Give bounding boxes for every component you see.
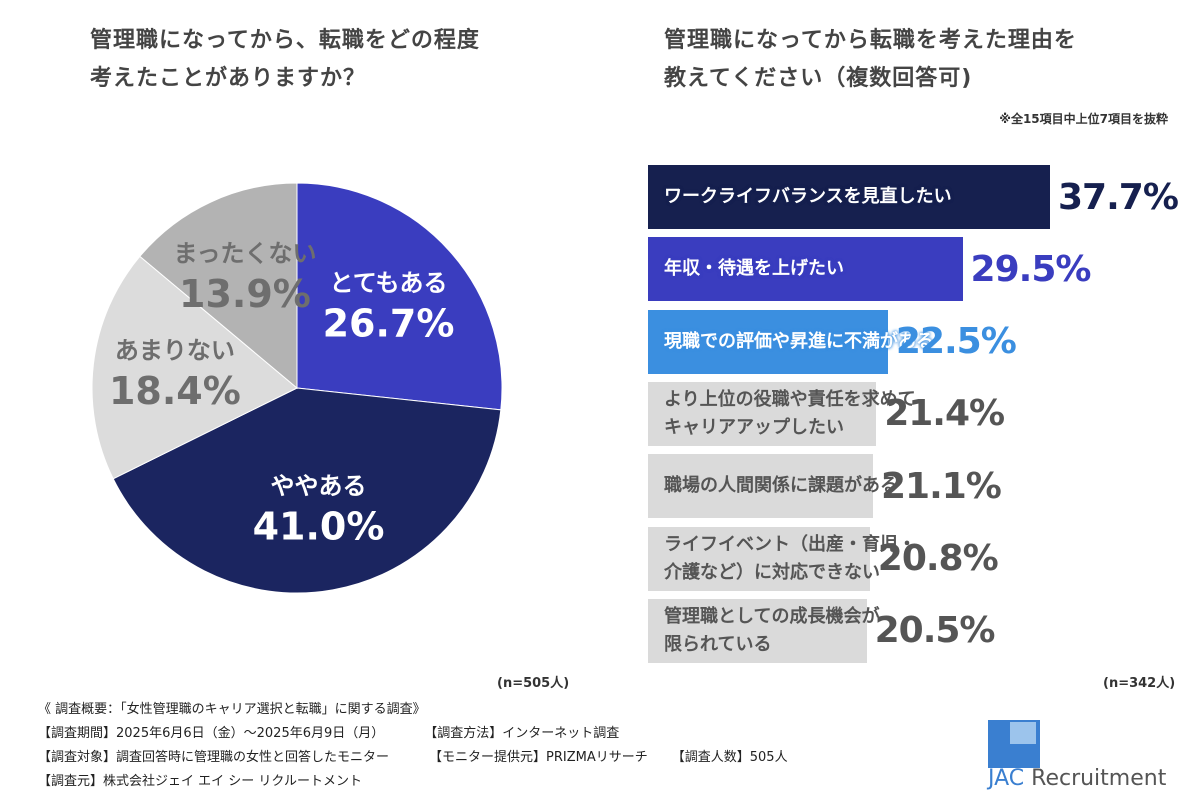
footer-item: 【調査元】株式会社ジェイ エイ シー リクルートメント bbox=[38, 774, 363, 789]
footer-item: 【調査人数】505人 bbox=[671, 750, 788, 765]
slice-label: とてもある bbox=[329, 269, 447, 297]
bar-label: 現職での評価や昇進に不満がある bbox=[664, 330, 934, 352]
slice-value: 18.4% bbox=[109, 369, 241, 413]
slice-label: あまりない bbox=[115, 336, 235, 364]
bar bbox=[648, 381, 877, 446]
bar-title: 管理職になってから転職を考えた理由を 教えてください（複数回答可) bbox=[664, 28, 1077, 91]
bar bbox=[648, 237, 963, 302]
slice-value: 26.7% bbox=[323, 301, 455, 345]
bar-chart: ワークライフバランスを見直したい 37.7% 年収・待遇を上げたい 29.5% 現職での… bbox=[648, 165, 1188, 670]
footer-item: 【モニター提供元】PRIZMAリサーチ bbox=[429, 750, 648, 765]
bar-subtitle: ※全15項目中上位7項目を抜粋 bbox=[999, 112, 1168, 126]
value-label: 37.7% bbox=[1058, 176, 1179, 218]
logo-name: Recruitment bbox=[1031, 766, 1167, 791]
pie-note: (n=505人) bbox=[497, 676, 570, 691]
bar-note: (n=342人) bbox=[1103, 676, 1176, 691]
pie-slice bbox=[91, 255, 298, 480]
bar-label: ライフイベント（出産・育児・ 介護など）に対応できない bbox=[664, 533, 916, 583]
footer-line: 【調査期間】2025年6月6日（金）～2025年6月9日（月） 【調査方法】インタ… bbox=[38, 722, 818, 746]
footer-line: 【調査元】株式会社ジェイ エイ シー リクルートメント bbox=[38, 770, 818, 794]
value-label: 21.4% bbox=[884, 393, 1005, 435]
bar bbox=[648, 309, 888, 374]
bar bbox=[648, 598, 867, 663]
slice-label: ややある bbox=[271, 472, 367, 500]
pie-title: 管理職になってから、転職をどの程度 考えたことがありますか？ bbox=[90, 28, 480, 91]
footer-heading: 《 調査概要：「女性管理職のキャリア選択と転職」に関する調査》 bbox=[38, 702, 426, 717]
bar-label: 管理職としての成長機会が 限られている bbox=[664, 605, 880, 655]
pie-slice bbox=[139, 182, 298, 390]
bar bbox=[648, 165, 1050, 229]
pie-chart: とてもある 26.7% ややある 41.0% あまりない 18.4% まったくない 13.9% bbox=[91, 182, 503, 594]
slice-value: 13.9% bbox=[179, 272, 311, 316]
logo-jac: JAC bbox=[988, 766, 1025, 791]
logo-mark bbox=[988, 720, 1040, 768]
slice-value: 41.0% bbox=[253, 505, 385, 549]
footer-item: 【調査方法】インターネット調査 bbox=[424, 726, 620, 741]
bar bbox=[648, 526, 870, 591]
logo-piece bbox=[1010, 722, 1036, 744]
value-label: 20.5% bbox=[874, 610, 996, 652]
pie-slice bbox=[296, 182, 503, 411]
value-label: 21.1% bbox=[880, 465, 1002, 507]
bar-label: 年収・待遇を上げたい bbox=[664, 258, 844, 280]
value-label: 29.5% bbox=[970, 248, 1092, 290]
logo-text: JAC Recruitment bbox=[988, 766, 1166, 791]
footer-line: 【調査対象】調査回答時に管理職の女性と回答したモニター 【モニター提供元】PRIZ… bbox=[38, 746, 818, 770]
bar-label: 職場の人間関係に課題がある bbox=[664, 475, 898, 497]
footer: 【調査期間】2025年6月6日（金）～2025年6月9日（月） 【調査方法】インタ… bbox=[38, 722, 818, 794]
footer-item: 【調査対象】調査回答時に管理職の女性と回答したモニター bbox=[38, 750, 390, 765]
pie-slice bbox=[112, 387, 502, 594]
value-label: 22.5% bbox=[895, 321, 1017, 363]
value-label: 20.8% bbox=[877, 538, 999, 579]
slice-label: まったくない bbox=[173, 240, 316, 268]
bar-label: より上位の役職や責任を求めて キャリアアップしたい bbox=[664, 388, 916, 438]
bar bbox=[648, 454, 873, 519]
bar-label: ワークライフバランスを見直したい bbox=[664, 186, 952, 207]
footer-item: 【調査期間】2025年6月6日（金）～2025年6月9日（月） bbox=[38, 726, 385, 741]
